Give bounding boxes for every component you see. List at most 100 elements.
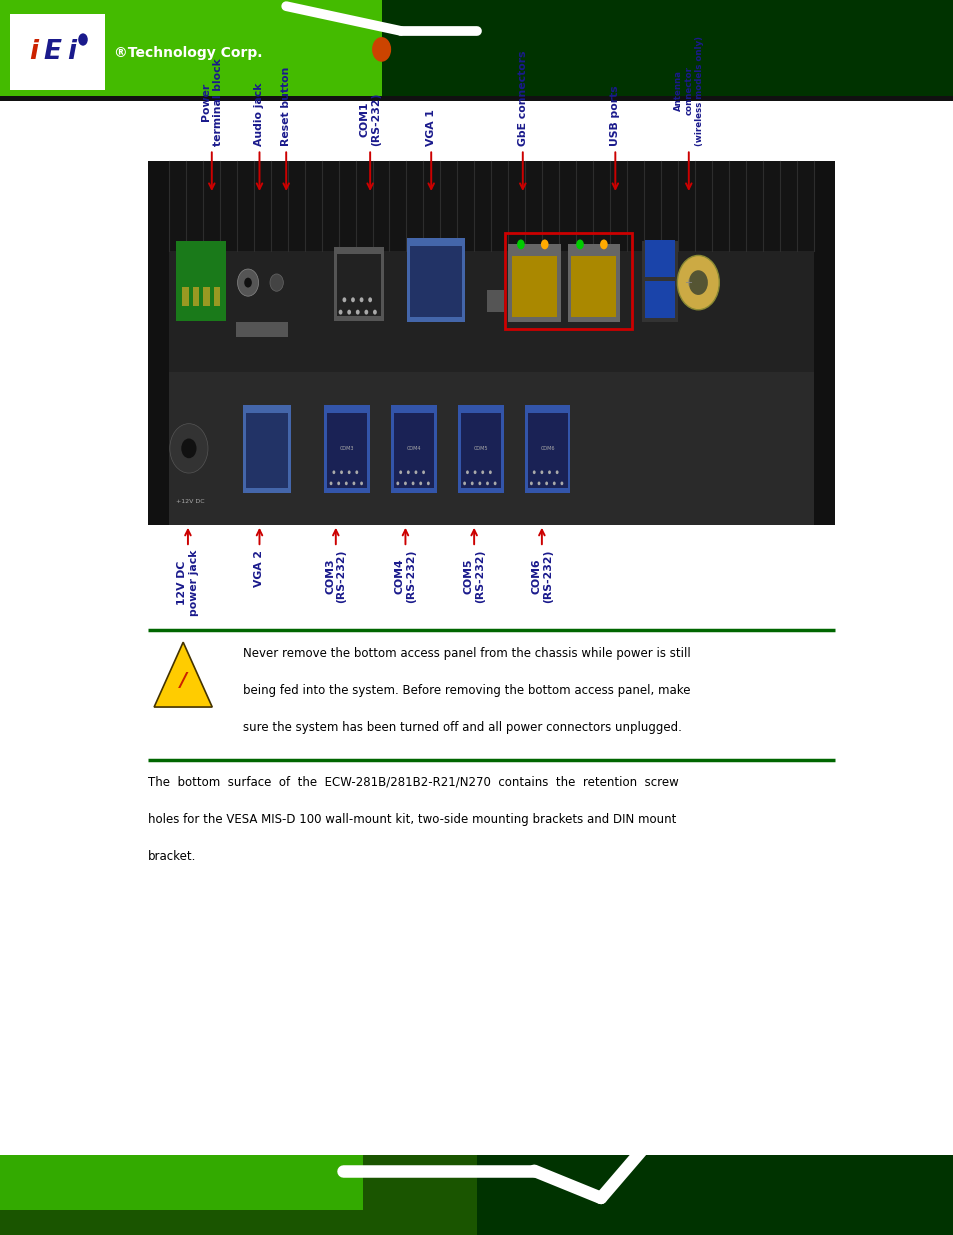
Circle shape: [355, 310, 359, 315]
Text: +12V DC: +12V DC: [176, 499, 205, 504]
Circle shape: [330, 482, 332, 485]
Circle shape: [463, 482, 465, 485]
Circle shape: [494, 482, 496, 485]
Circle shape: [412, 482, 414, 485]
Bar: [641, 241, 678, 322]
Bar: [486, 290, 503, 312]
Circle shape: [555, 471, 558, 474]
Bar: [407, 238, 464, 322]
Circle shape: [237, 269, 258, 296]
Bar: [527, 414, 567, 488]
Circle shape: [353, 482, 355, 485]
Circle shape: [404, 482, 406, 485]
Bar: [324, 405, 370, 493]
Polygon shape: [154, 642, 212, 706]
Circle shape: [351, 298, 355, 303]
Circle shape: [529, 482, 532, 485]
Circle shape: [170, 424, 208, 473]
Text: GbE connectors: GbE connectors: [517, 51, 527, 146]
Bar: [476, 1155, 953, 1235]
Circle shape: [539, 471, 543, 474]
Text: Antenna
connector
(wireless models only): Antenna connector (wireless models only): [673, 36, 703, 146]
Bar: [504, 233, 631, 330]
Bar: [246, 414, 288, 488]
Text: +: +: [683, 278, 691, 288]
Bar: [410, 246, 461, 317]
Bar: [10, 14, 105, 90]
Circle shape: [517, 240, 524, 249]
Circle shape: [347, 310, 351, 315]
Bar: [235, 322, 288, 337]
Text: COM3
(RS-232): COM3 (RS-232): [325, 550, 346, 603]
Bar: [243, 405, 291, 493]
Text: bracket.: bracket.: [148, 850, 196, 863]
Text: 12V DC
power jack: 12V DC power jack: [177, 550, 198, 616]
Text: Never remove the bottom access panel from the chassis while power is still: Never remove the bottom access panel fro…: [243, 647, 690, 661]
Bar: [203, 288, 210, 306]
Circle shape: [427, 482, 429, 485]
Circle shape: [399, 471, 402, 474]
Circle shape: [78, 33, 88, 46]
Bar: [0, 0, 381, 101]
Circle shape: [372, 37, 391, 62]
Bar: [457, 405, 503, 493]
Bar: [169, 161, 813, 251]
Circle shape: [368, 298, 372, 303]
Bar: [182, 288, 189, 306]
Bar: [213, 288, 220, 306]
Circle shape: [332, 471, 335, 474]
Bar: [512, 256, 557, 317]
Text: COM5
(RS-232): COM5 (RS-232): [463, 550, 484, 603]
Bar: [524, 405, 570, 493]
Bar: [567, 245, 619, 322]
Circle shape: [688, 270, 707, 295]
Bar: [193, 288, 199, 306]
Bar: [0, 96, 953, 101]
Text: USB ports: USB ports: [610, 85, 619, 146]
Circle shape: [480, 471, 483, 474]
Text: sure the system has been turned off and all power connectors unplugged.: sure the system has been turned off and …: [243, 721, 681, 735]
Bar: [381, 0, 953, 101]
Circle shape: [342, 298, 346, 303]
Circle shape: [545, 482, 548, 485]
Text: COM6
(RS-232): COM6 (RS-232): [531, 550, 552, 603]
Text: COM1
(RS-232): COM1 (RS-232): [359, 93, 380, 146]
Bar: [813, 161, 834, 525]
Bar: [508, 245, 560, 322]
Circle shape: [339, 471, 342, 474]
Circle shape: [465, 471, 468, 474]
Circle shape: [532, 471, 536, 474]
Text: Power
terminal block: Power terminal block: [201, 58, 222, 146]
Text: COM4: COM4: [406, 446, 421, 451]
Bar: [644, 282, 675, 319]
Bar: [334, 247, 383, 321]
Text: COM4
(RS-232): COM4 (RS-232): [395, 550, 416, 603]
Bar: [0, 1155, 476, 1235]
Circle shape: [415, 471, 417, 474]
Text: VGA 2: VGA 2: [254, 550, 264, 587]
Bar: [336, 254, 380, 316]
Circle shape: [422, 471, 425, 474]
Bar: [169, 372, 813, 525]
Circle shape: [364, 310, 368, 315]
Bar: [460, 414, 500, 488]
Circle shape: [560, 482, 563, 485]
Circle shape: [599, 240, 607, 249]
Text: VGA 1: VGA 1: [426, 109, 436, 146]
Circle shape: [373, 310, 376, 315]
Bar: [148, 161, 169, 525]
Text: Audio jack: Audio jack: [254, 83, 264, 146]
Circle shape: [419, 482, 421, 485]
Circle shape: [677, 256, 719, 310]
Text: Reset button: Reset button: [281, 67, 291, 146]
Circle shape: [540, 240, 548, 249]
Circle shape: [345, 482, 347, 485]
Bar: [0, 0, 953, 101]
Text: The  bottom  surface  of  the  ECW-281B/281B2-R21/N270  contains  the  retention: The bottom surface of the ECW-281B/281B2…: [148, 776, 678, 789]
Circle shape: [478, 482, 480, 485]
Circle shape: [471, 482, 473, 485]
Text: ®Technology Corp.: ®Technology Corp.: [114, 46, 263, 61]
Circle shape: [338, 310, 342, 315]
Text: COM3: COM3: [339, 446, 355, 451]
Bar: [176, 241, 226, 321]
